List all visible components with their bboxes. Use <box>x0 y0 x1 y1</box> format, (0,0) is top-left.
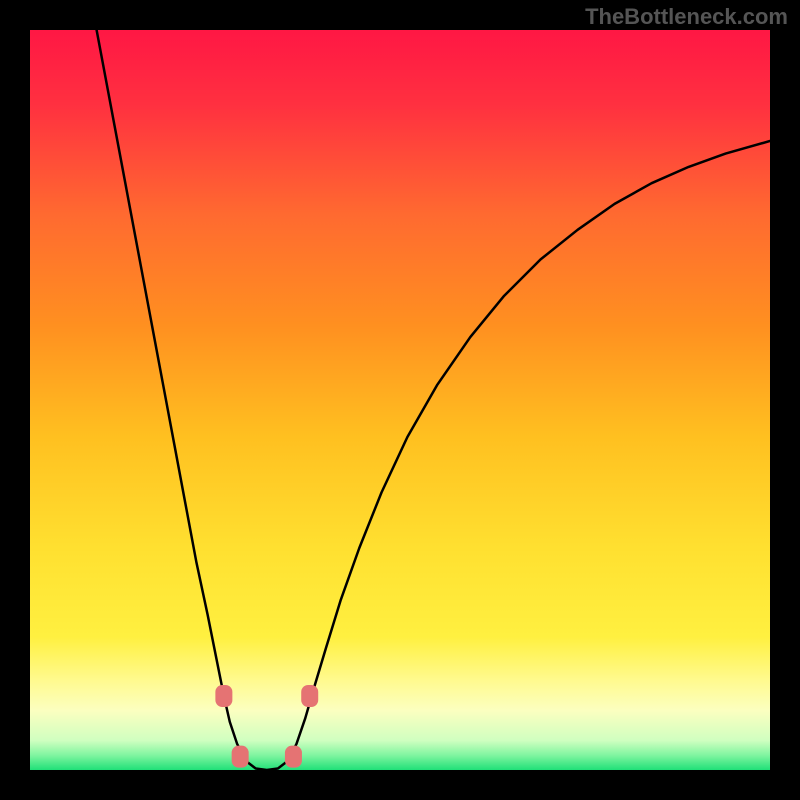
marker-point <box>285 746 302 768</box>
marker-point <box>215 685 232 707</box>
marker-point <box>301 685 318 707</box>
gradient-background <box>30 30 770 770</box>
chart-svg <box>30 30 770 770</box>
chart-plot-area <box>30 30 770 770</box>
marker-point <box>232 746 249 768</box>
watermark-text: TheBottleneck.com <box>585 4 788 30</box>
